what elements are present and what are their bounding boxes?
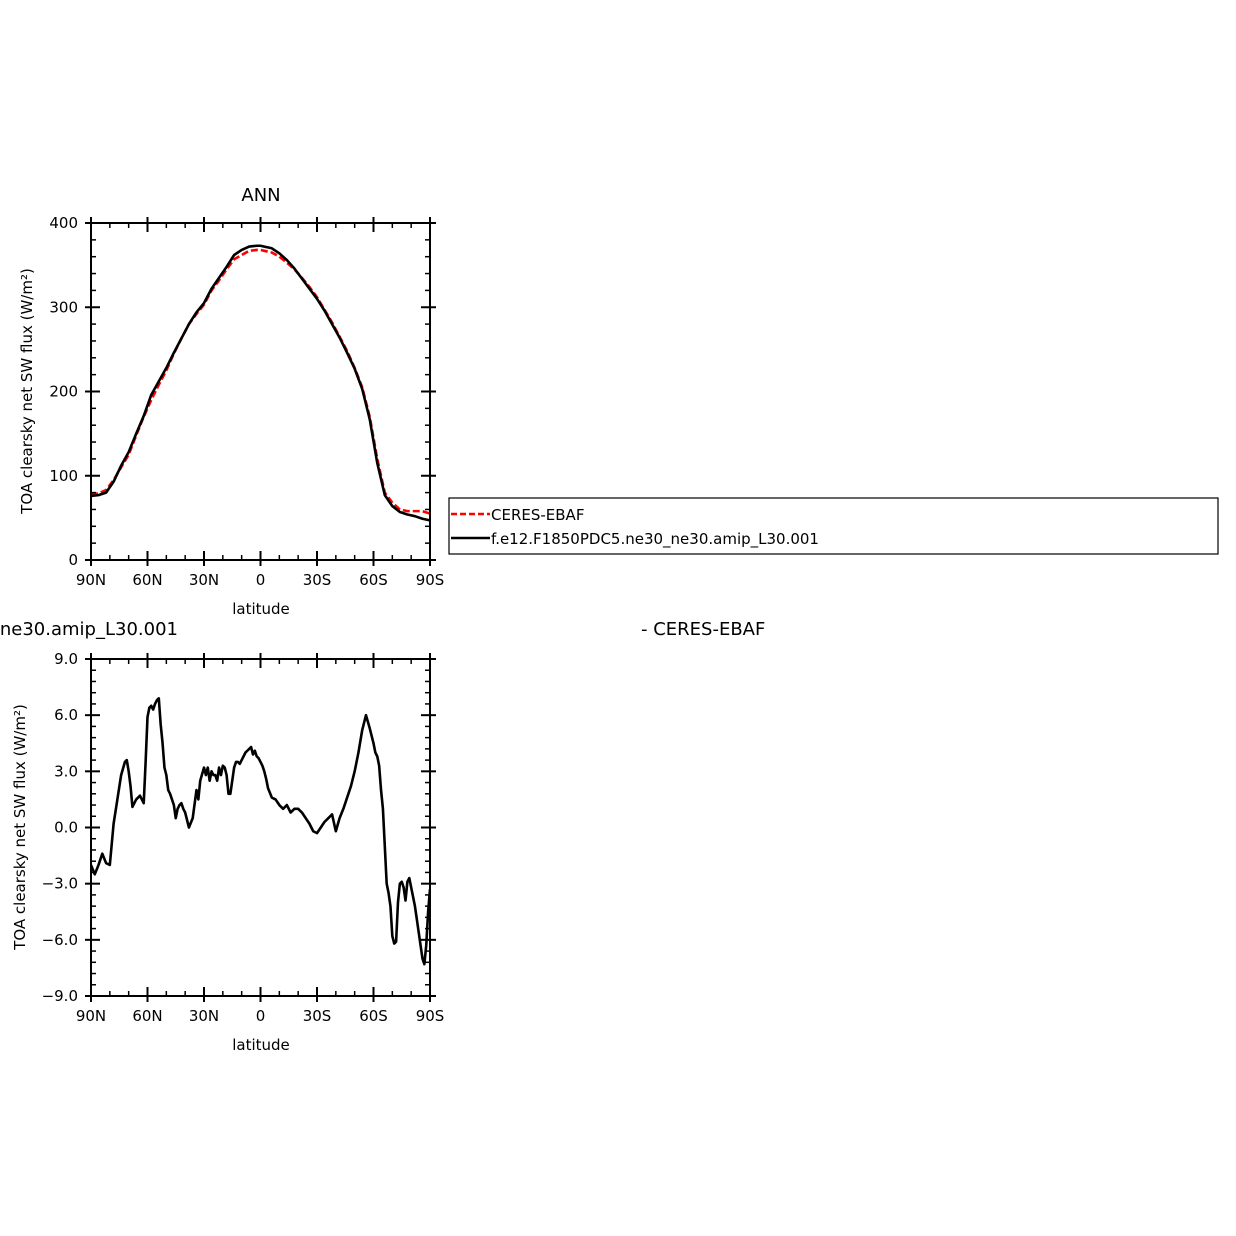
- y-tick-label: 9.0: [54, 650, 78, 668]
- mean-flux-plot-area: 90N 60N 30N 0 30S 60S 90S 0 100 200 300 400: [49, 214, 444, 589]
- x-tick-label: 90N: [76, 1007, 106, 1025]
- y-tick-label: −6.0: [42, 931, 78, 949]
- y-tick-label: 400: [49, 214, 78, 232]
- y-tick-label: 3.0: [54, 762, 78, 780]
- difference-title-left: f.e12.F1850PDC5.ne30_ne30.amip_L30.001: [0, 619, 178, 640]
- x-tick-label: 90S: [416, 571, 445, 589]
- y-axis-label: TOA clearsky net SW flux (W/m²): [11, 704, 29, 951]
- difference-plot-area: 90N 60N 30N 0 30S 60S 90S −9.0 −6.0 −3.0 0.0 3.0 6.0…: [42, 650, 445, 1025]
- x-tick-label: 60N: [132, 571, 162, 589]
- x-axis-label: latitude: [232, 600, 290, 618]
- x-tick-label: 60S: [359, 1007, 388, 1025]
- x-tick-label: 90S: [416, 1007, 445, 1025]
- x-tick-label: 60N: [132, 1007, 162, 1025]
- x-tick-label: 0: [256, 571, 266, 589]
- legend-label-model: f.e12.F1850PDC5.ne30_ne30.amip_L30.001: [491, 530, 819, 549]
- legend-label-ceres-ebaf: CERES-EBAF: [491, 506, 584, 524]
- y-tick-label: 0.0: [54, 819, 78, 837]
- x-tick-label: 60S: [359, 571, 388, 589]
- series-line-f-e12-f1850pdc5-ne30-ne30-amip-l30-001: [91, 244, 430, 522]
- y-tick-label: −3.0: [42, 875, 78, 893]
- x-tick-label: 30N: [189, 571, 219, 589]
- x-tick-label: 0: [256, 1007, 266, 1025]
- difference-chart: f.e12.F1850PDC5.ne30_ne30.amip_L30.001 -…: [0, 619, 765, 1054]
- x-axis-label: latitude: [232, 1036, 290, 1054]
- mean-flux-chart: ANN 90N 60N 30N 0 30S 60S 90S 0 100 200 300 400 TOA…: [18, 185, 444, 618]
- chart-legend: CERES-EBAF f.e12.F1850PDC5.ne30_ne30.ami…: [448, 497, 1219, 555]
- series-line-difference: [91, 697, 430, 966]
- y-tick-label: 6.0: [54, 706, 78, 724]
- plot-frame: [90, 658, 431, 997]
- x-tick-label: 30N: [189, 1007, 219, 1025]
- y-tick-label: 0: [68, 551, 78, 569]
- plot-frame: [90, 222, 431, 561]
- x-tick-label: 90N: [76, 571, 106, 589]
- y-axis-label: TOA clearsky net SW flux (W/m²): [18, 268, 36, 515]
- x-tick-label: 30S: [303, 571, 332, 589]
- x-tick-label: 30S: [303, 1007, 332, 1025]
- y-tick-label: 100: [49, 467, 78, 485]
- chart-title: ANN: [241, 185, 280, 206]
- y-tick-label: 300: [49, 298, 78, 316]
- legend-box: [448, 497, 1219, 555]
- y-tick-label: −9.0: [42, 987, 78, 1005]
- y-tick-label: 200: [49, 383, 78, 401]
- difference-title-right: - CERES-EBAF: [641, 619, 765, 640]
